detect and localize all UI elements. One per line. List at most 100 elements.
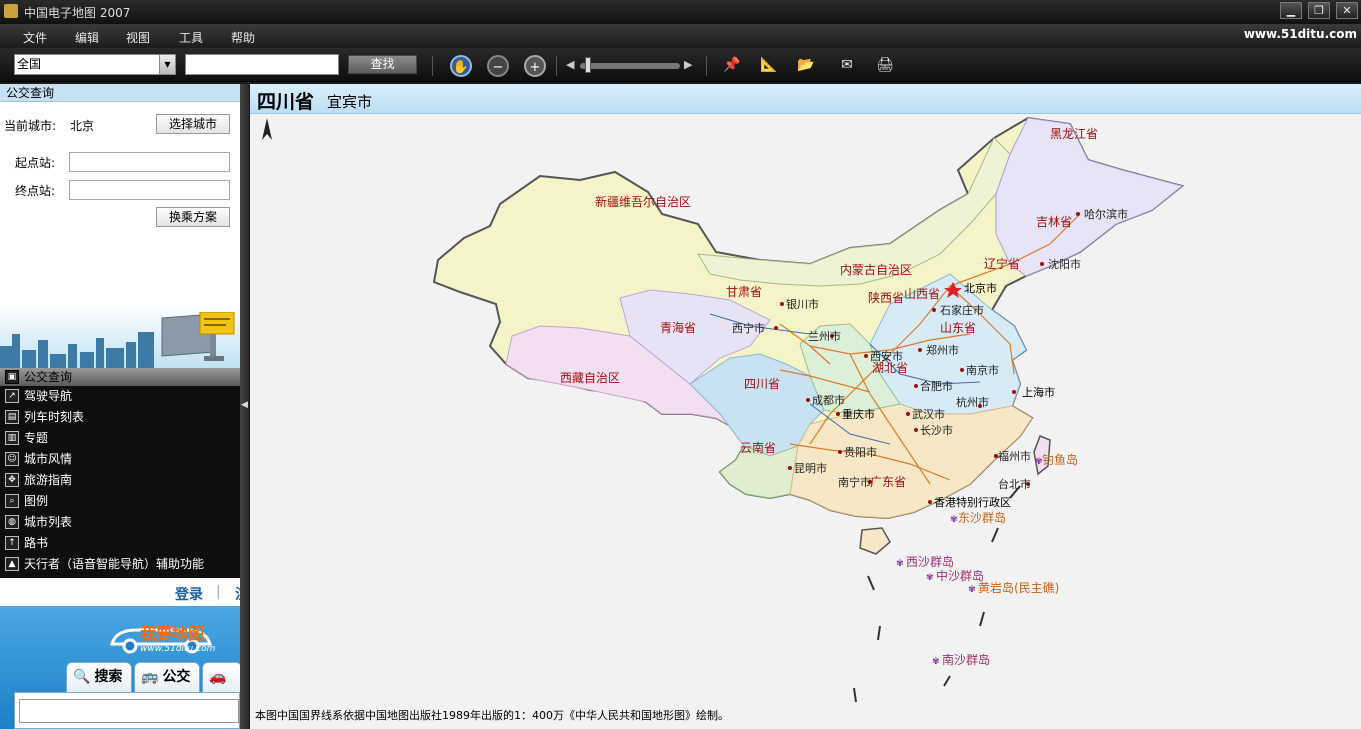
folder-icon[interactable]: 📂 <box>797 57 815 73</box>
city-label[interactable]: 南宁市 <box>838 475 871 489</box>
slider-left-arrow-icon[interactable]: ◀ <box>566 58 575 71</box>
city-label[interactable]: 南京市 <box>966 363 999 377</box>
island-label[interactable]: 中沙群岛 <box>936 568 984 583</box>
tab-search[interactable]: 🔍 搜索 <box>66 662 132 692</box>
city-label[interactable]: 福州市 <box>998 449 1031 463</box>
city-label[interactable]: 合肥市 <box>920 379 953 393</box>
city-label[interactable]: 沈阳市 <box>1048 257 1081 271</box>
island-label[interactable]: 钓鱼岛 <box>1042 452 1078 467</box>
ruler-icon[interactable]: 📐 <box>760 57 778 73</box>
end-station-input[interactable] <box>69 180 230 200</box>
toolbar-separator <box>556 56 557 76</box>
chevron-down-icon[interactable]: ▼ <box>159 55 175 74</box>
login-link[interactable]: 登录 <box>175 587 203 603</box>
panel-splitter[interactable]: ◀ <box>240 84 249 729</box>
svg-text:✾: ✾ <box>926 573 934 583</box>
city-label[interactable]: 香港特别行政区 <box>934 495 1011 509</box>
menu-view[interactable]: 视图 <box>126 31 151 45</box>
nav-item-roadbook[interactable]: ↑ 路书 <box>0 533 240 554</box>
current-city: 宜宾市 <box>327 93 373 111</box>
island-label[interactable]: 南沙群岛 <box>942 652 990 667</box>
find-button[interactable]: 查找 <box>348 55 417 74</box>
nav-item-train-timetable[interactable]: ▤ 列车时刻表 <box>0 407 240 428</box>
city-label[interactable]: 贵阳市 <box>844 445 877 459</box>
send-icon[interactable]: ✉ <box>841 57 853 73</box>
promo-url[interactable]: www.51ditu.com <box>140 644 216 654</box>
close-button[interactable]: ✕ <box>1336 2 1358 19</box>
tab-bus[interactable]: 🚌 公交 <box>134 662 200 692</box>
city-label[interactable]: 台北市 <box>998 477 1031 491</box>
nav-item-legend[interactable]: ⌕ 图例 <box>0 491 240 512</box>
island-label[interactable]: 黄岩岛(民主礁) <box>978 580 1059 595</box>
menu-bar: 文件 编辑 视图 工具 帮助 www.51ditu.com <box>0 24 1361 48</box>
city-label[interactable]: 兰州市 <box>808 329 841 343</box>
current-province: 四川省 <box>257 91 315 113</box>
city-label[interactable]: 郑州市 <box>926 343 959 357</box>
city-label[interactable]: 长沙市 <box>920 423 953 437</box>
nav-item-label: 驾驶导航 <box>24 389 73 403</box>
city-label[interactable]: 成都市 <box>812 393 845 407</box>
minimize-button[interactable]: ▁ <box>1280 2 1302 19</box>
svg-text:✾: ✾ <box>950 515 958 525</box>
region-select[interactable]: 全国 ▼ <box>14 54 176 75</box>
promo-search-input[interactable] <box>19 699 239 723</box>
transfer-plan-button[interactable]: 换乘方案 <box>156 207 230 227</box>
menu-edit[interactable]: 编辑 <box>75 31 100 45</box>
nav-item-city-list[interactable]: ◍ 城市列表 <box>0 512 240 533</box>
search-input[interactable] <box>185 54 339 75</box>
book-icon: ▤ <box>5 410 19 424</box>
city-label[interactable]: 重庆市 <box>842 407 875 421</box>
skyline-illustration <box>0 304 240 368</box>
province-label: 西藏自治区 <box>560 371 620 385</box>
site-url[interactable]: www.51ditu.com <box>1243 27 1357 41</box>
nav-item-travel-guide[interactable]: ✥ 旅游指南 <box>0 470 240 491</box>
menu-file[interactable]: 文件 <box>23 31 48 45</box>
province-label: 吉林省 <box>1036 215 1072 229</box>
nav-item-driving-navigation[interactable]: ↗ 驾驶导航 <box>0 386 240 407</box>
city-label[interactable]: 武汉市 <box>912 407 945 421</box>
island-label[interactable]: 西沙群岛 <box>906 554 954 569</box>
city-label[interactable]: 上海市 <box>1022 385 1055 399</box>
city-label[interactable]: 西安市 <box>870 349 903 363</box>
china-map[interactable]: 新疆维吾尔自治区 西藏自治区 青海省 甘肃省 内蒙古自治区 黑龙江省 吉林省 辽… <box>250 114 1361 729</box>
nav-item-label: 城市列表 <box>24 515 73 529</box>
pan-hand-icon[interactable]: ✋ <box>450 55 472 77</box>
collapse-arrow-icon[interactable]: ◀ <box>241 400 248 410</box>
province-label: 内蒙古自治区 <box>840 262 912 277</box>
restore-button[interactable]: ❐ <box>1308 2 1330 19</box>
nav-item-label: 旅游指南 <box>24 473 73 487</box>
print-icon[interactable]: 🖨 <box>876 57 894 73</box>
zoom-out-icon[interactable]: − <box>487 55 509 77</box>
promo-search-box <box>14 692 240 729</box>
nav-item-topics[interactable]: ▥ 专题 <box>0 428 240 449</box>
city-labels: 哈尔滨市 沈阳市 北京市 石家庄市 银川市 西宁市 兰州市 西安市 郑州市 南京… <box>732 207 1128 509</box>
login-divider: | <box>216 584 221 600</box>
city-label[interactable]: 哈尔滨市 <box>1084 207 1128 221</box>
province-label: 新疆维吾尔自治区 <box>595 194 691 209</box>
map-canvas[interactable]: 新疆维吾尔自治区 西藏自治区 青海省 甘肃省 内蒙古自治区 黑龙江省 吉林省 辽… <box>250 114 1361 729</box>
city-label[interactable]: 石家庄市 <box>940 303 984 317</box>
zoom-in-icon[interactable]: + <box>524 55 546 77</box>
zoom-slider[interactable] <box>580 63 680 69</box>
zoom-slider-thumb[interactable] <box>584 57 591 73</box>
city-label[interactable]: 西宁市 <box>732 321 765 335</box>
nav-item-bus-query[interactable]: ▣ 公交查询 <box>0 368 240 386</box>
nav-item-label: 图例 <box>24 494 49 508</box>
region-select-value: 全国 <box>17 57 42 71</box>
bus-icon: 🚌 <box>141 669 159 685</box>
menu-help[interactable]: 帮助 <box>231 31 256 45</box>
city-label[interactable]: 银川市 <box>786 297 819 311</box>
capital-star-icon <box>944 282 962 298</box>
nav-item-voice-navigator[interactable]: ▲ 天行者（语音智能导航）辅助功能 <box>0 554 240 575</box>
start-station-input[interactable] <box>69 152 230 172</box>
slider-right-arrow-icon[interactable]: ▶ <box>684 58 693 71</box>
city-label[interactable]: 昆明市 <box>794 461 827 475</box>
pin-icon[interactable]: 📌 <box>723 57 741 73</box>
island-label[interactable]: 东沙群岛 <box>958 510 1006 525</box>
city-label[interactable]: 北京市 <box>964 281 997 295</box>
choose-city-button[interactable]: 选择城市 <box>156 114 230 134</box>
nav-item-city-scenery[interactable]: ☺ 城市风情 <box>0 449 240 470</box>
tab-drive[interactable]: 🚗驾 <box>202 662 240 713</box>
city-label[interactable]: 杭州市 <box>956 395 989 409</box>
menu-tools[interactable]: 工具 <box>179 31 204 45</box>
